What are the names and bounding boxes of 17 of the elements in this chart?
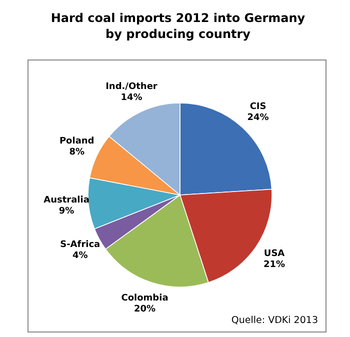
data-label: 8% <box>69 147 84 158</box>
data-label: 14% <box>120 92 142 103</box>
slice-label: Colombia <box>121 293 168 304</box>
chart-title: Hard coal imports 2012 into Germany <box>50 11 306 25</box>
data-label: 9% <box>58 206 74 217</box>
data-label: 24% <box>247 112 269 123</box>
slice-label: S-Africa <box>60 240 100 250</box>
slice-label: USA <box>264 249 285 260</box>
data-label: 21% <box>264 260 286 270</box>
data-label: 4% <box>72 250 88 261</box>
slice-label: Ind./Other <box>106 82 158 92</box>
slice-label: Poland <box>59 136 94 146</box>
source-note: Quelle: VDKi 2013 <box>231 315 318 326</box>
slice-label: Australia <box>44 196 90 206</box>
slice-label: CIS <box>250 102 266 112</box>
data-label: 20% <box>134 304 156 314</box>
chart-subtitle: by producing country <box>106 27 251 41</box>
